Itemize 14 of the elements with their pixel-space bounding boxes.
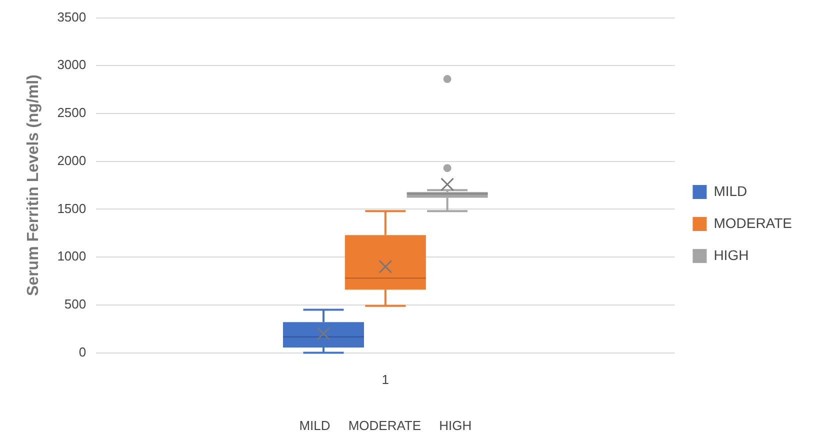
legend-label: MILD [714, 182, 748, 199]
y-axis-title: Serum Ferritin Levels (ng/ml) [25, 74, 42, 296]
y-tick-label: 3000 [57, 57, 86, 72]
x-axis-title: MILD MODERATE HIGH [299, 418, 472, 433]
x-tick-label: 1 [382, 372, 390, 388]
legend-label: HIGH [714, 246, 749, 263]
y-tick-label: 500 [64, 296, 86, 312]
y-tick-label: 1500 [57, 200, 86, 216]
legend-label: MODERATE [714, 214, 792, 231]
y-tick-label: 3500 [57, 9, 86, 24]
y-tick-label: 2000 [57, 152, 86, 168]
y-tick-label: 1000 [57, 248, 86, 264]
y-tick-label: 2500 [57, 105, 86, 120]
y-tick-label: 0 [78, 344, 86, 360]
